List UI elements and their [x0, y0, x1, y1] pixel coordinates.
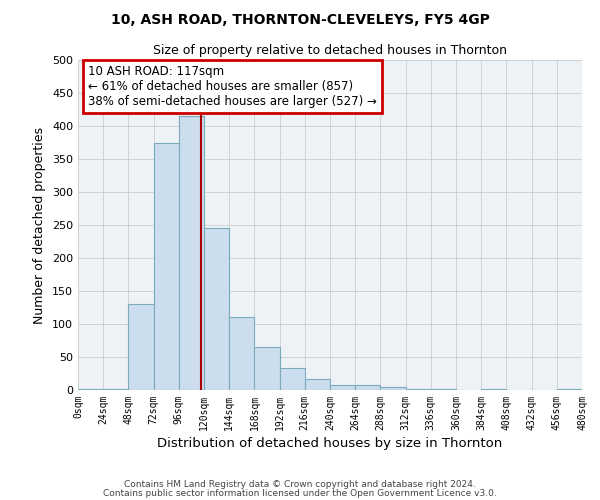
Bar	[355, 386, 380, 390]
Bar	[557, 388, 582, 390]
Bar	[380, 386, 406, 390]
Bar	[481, 388, 506, 390]
Bar	[154, 142, 179, 390]
Bar	[305, 379, 330, 390]
Bar	[128, 304, 154, 390]
Bar	[431, 388, 456, 390]
Bar	[229, 318, 254, 390]
Text: 10 ASH ROAD: 117sqm
← 61% of detached houses are smaller (857)
38% of semi-detac: 10 ASH ROAD: 117sqm ← 61% of detached ho…	[88, 65, 377, 108]
Bar	[254, 347, 280, 390]
Bar	[204, 228, 229, 390]
Bar	[103, 388, 128, 390]
X-axis label: Distribution of detached houses by size in Thornton: Distribution of detached houses by size …	[157, 437, 503, 450]
Y-axis label: Number of detached properties: Number of detached properties	[34, 126, 46, 324]
Text: 10, ASH ROAD, THORNTON-CLEVELEYS, FY5 4GP: 10, ASH ROAD, THORNTON-CLEVELEYS, FY5 4G…	[110, 12, 490, 26]
Bar	[280, 368, 305, 390]
Title: Size of property relative to detached houses in Thornton: Size of property relative to detached ho…	[153, 44, 507, 58]
Text: Contains HM Land Registry data © Crown copyright and database right 2024.: Contains HM Land Registry data © Crown c…	[124, 480, 476, 489]
Bar	[78, 388, 103, 390]
Bar	[406, 388, 431, 390]
Bar	[330, 386, 355, 390]
Text: Contains public sector information licensed under the Open Government Licence v3: Contains public sector information licen…	[103, 488, 497, 498]
Bar	[179, 116, 204, 390]
